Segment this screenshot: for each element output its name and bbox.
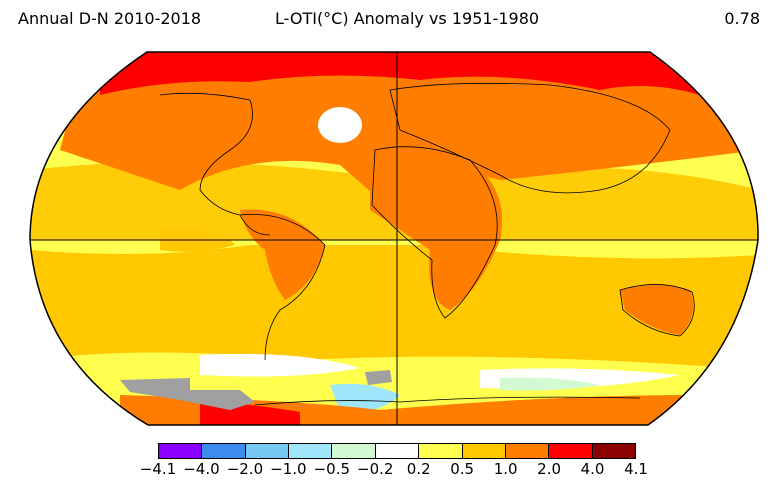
anomaly-region bbox=[30, 245, 759, 370]
map-title-left: Annual D-N 2010-2018 bbox=[18, 9, 202, 28]
colorbar-tick-label: −2.0 bbox=[226, 460, 264, 478]
colorbar-tick-label: 1.0 bbox=[493, 460, 518, 478]
anomaly-region bbox=[60, 75, 759, 200]
colorbar-tick-label: −0.5 bbox=[313, 460, 351, 478]
colorbar-tick-label: 4.0 bbox=[580, 460, 605, 478]
colorbar-tick-label: 4.1 bbox=[624, 460, 648, 478]
coastline-south-america bbox=[239, 214, 326, 361]
anomaly-region bbox=[100, 52, 700, 95]
colorbar-swatch bbox=[505, 444, 550, 458]
global-mean-value: 0.78 bbox=[724, 9, 760, 28]
colorbar-swatch bbox=[592, 444, 635, 458]
colorbar-swatch bbox=[289, 444, 333, 458]
colorbar-tick-label: 0.5 bbox=[450, 460, 475, 478]
colorbar-swatch bbox=[462, 444, 506, 458]
anomaly-region bbox=[620, 285, 694, 335]
colorbar-swatch bbox=[332, 444, 376, 458]
colorbar-tick-label: −1.0 bbox=[270, 460, 307, 478]
anomaly-region bbox=[330, 383, 400, 413]
colorbar-ticks: −4.1 −4.0 −2.0 −1.0 −0.5 −0.2 0.2 0.5 1.0 2.0 4.0 4… bbox=[140, 460, 648, 480]
map-title-center: L-OTI(°C) Anomaly vs 1951-1980 bbox=[275, 9, 540, 28]
colorbar-tick-label: −4.0 bbox=[183, 460, 220, 478]
anomaly-region bbox=[318, 107, 362, 143]
anomaly-map bbox=[29, 51, 759, 426]
globe-outline bbox=[29, 51, 759, 426]
coastlines bbox=[159, 82, 695, 406]
colorbar-swatch bbox=[549, 444, 593, 458]
anomaly-region bbox=[200, 400, 300, 425]
coastline-eurasia bbox=[389, 82, 671, 194]
colorbar-tick-label: 2.0 bbox=[537, 460, 562, 478]
colorbar-swatch bbox=[245, 444, 290, 458]
anomaly-region bbox=[240, 209, 325, 300]
colorbar-tick-label: −0.2 bbox=[357, 460, 394, 478]
colorbar-swatch bbox=[375, 444, 420, 458]
coastline-australia bbox=[619, 284, 695, 337]
coastline-north-america bbox=[159, 92, 271, 236]
colorbar-swatch bbox=[202, 444, 246, 458]
anomaly-region bbox=[120, 395, 700, 425]
anomaly-region bbox=[200, 353, 360, 377]
colorbar-swatch bbox=[419, 444, 463, 458]
colorbar bbox=[158, 443, 636, 459]
coastline-antarctica bbox=[254, 396, 641, 406]
anomaly-region bbox=[500, 377, 600, 391]
colorbar-swatch bbox=[159, 444, 203, 458]
missing-data-region bbox=[120, 378, 255, 410]
colorbar-tick-label: −4.1 bbox=[139, 460, 177, 478]
anomaly-field bbox=[30, 52, 759, 425]
colorbar-tick-label: 0.2 bbox=[406, 460, 431, 478]
coastline-africa bbox=[371, 146, 498, 319]
anomaly-region bbox=[370, 146, 502, 310]
missing-data-region bbox=[365, 370, 392, 385]
